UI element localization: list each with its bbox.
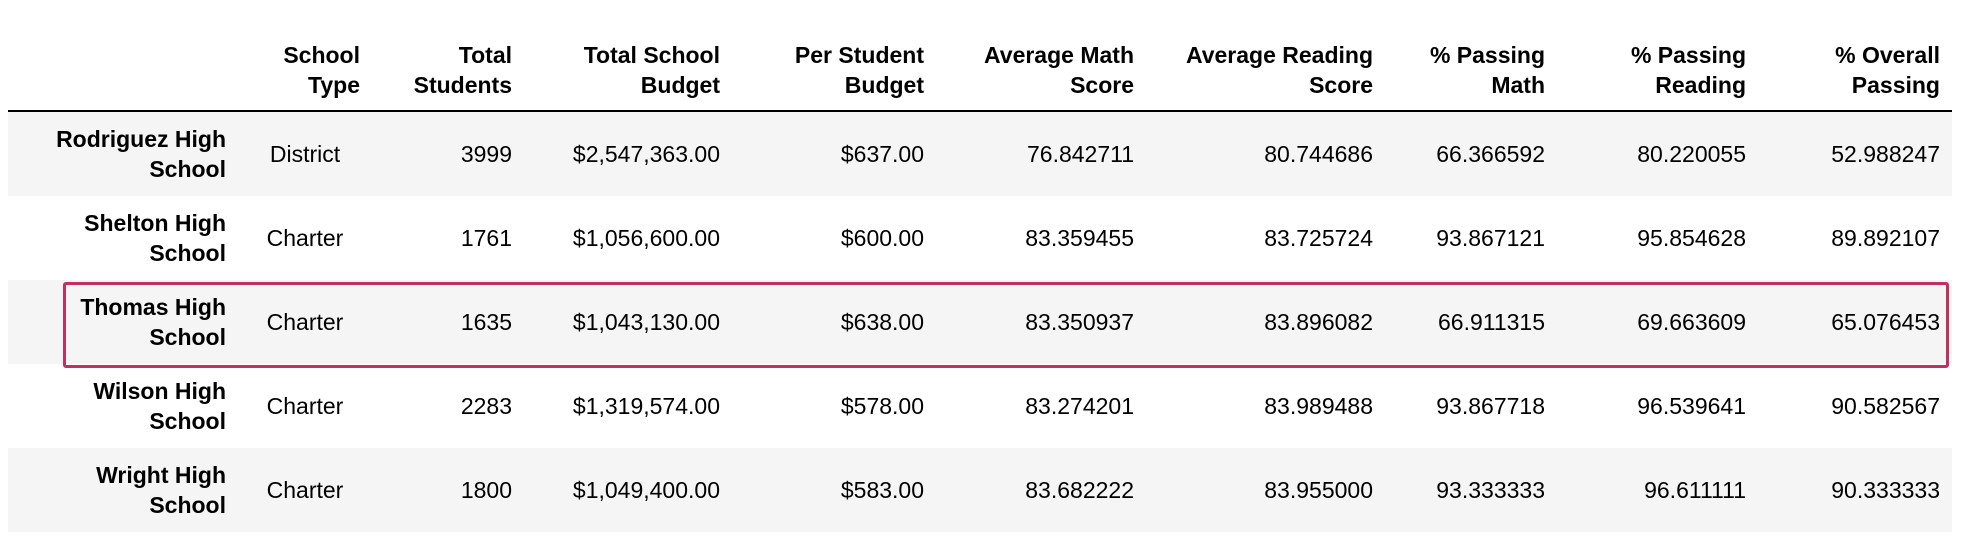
- cell-total-students: 1761: [460, 225, 512, 251]
- cell-avg-math: 83.359455: [1025, 225, 1134, 251]
- table-body: Rodriguez High School District 3999 $2,5…: [8, 111, 1952, 532]
- cell-total-students: 3999: [460, 141, 512, 167]
- header-average-math-score: Average Math Score: [936, 36, 1146, 112]
- cell-school-type: Charter: [266, 477, 344, 503]
- cell-total-budget: $1,319,574.00: [572, 393, 720, 419]
- table-row-highlighted: Thomas High School Charter 1635 $1,043,1…: [8, 280, 1952, 364]
- row-school-name: Wright High School: [96, 462, 226, 518]
- header-passing-reading: % Passing Reading: [1557, 36, 1758, 112]
- header-row: School Type Total Students Total School …: [8, 36, 1952, 112]
- table-row: Shelton High School Charter 1761 $1,056,…: [8, 196, 1952, 280]
- cell-per-student-budget: $638.00: [840, 309, 924, 335]
- table-row: Wilson High School Charter 2283 $1,319,5…: [8, 364, 1952, 448]
- cell-pct-math: 66.911315: [1437, 309, 1545, 335]
- header-total-school-budget: Total School Budget: [524, 36, 732, 112]
- table-row: Rodriguez High School District 3999 $2,5…: [8, 111, 1952, 196]
- table-row: Wright High School Charter 1800 $1,049,4…: [8, 448, 1952, 532]
- cell-total-students: 1635: [460, 309, 512, 335]
- header-index-blank: [8, 36, 238, 112]
- cell-school-type: Charter: [266, 309, 344, 335]
- cell-per-student-budget: $578.00: [840, 393, 924, 419]
- cell-avg-reading: 83.896082: [1264, 309, 1373, 335]
- row-school-name: Shelton High School: [84, 210, 226, 266]
- cell-pct-reading: 96.539641: [1637, 393, 1746, 419]
- cell-pct-reading: 80.220055: [1637, 141, 1746, 167]
- school-summary-table: School Type Total Students Total School …: [8, 36, 1952, 532]
- cell-per-student-budget: $583.00: [840, 477, 924, 503]
- cell-pct-math: 93.867121: [1436, 225, 1545, 251]
- cell-avg-reading: 83.955000: [1264, 477, 1373, 503]
- row-school-name: Thomas High School: [80, 294, 226, 350]
- header-overall-passing: % Overall Passing: [1758, 36, 1952, 112]
- header-school-type: School Type: [238, 36, 372, 112]
- header-average-reading-score: Average Reading Score: [1146, 36, 1385, 112]
- cell-pct-reading: 95.854628: [1637, 225, 1746, 251]
- cell-school-type: Charter: [266, 225, 344, 251]
- table-header: School Type Total Students Total School …: [8, 36, 1952, 112]
- dataframe-output: School Type Total Students Total School …: [8, 36, 1952, 532]
- cell-total-budget: $1,049,400.00: [572, 477, 720, 503]
- header-per-student-budget: Per Student Budget: [732, 36, 936, 112]
- cell-avg-reading: 83.725724: [1264, 225, 1373, 251]
- cell-pct-math: 93.333333: [1436, 477, 1545, 503]
- header-passing-math: % Passing Math: [1385, 36, 1557, 112]
- cell-pct-overall: 90.333333: [1831, 477, 1940, 503]
- cell-pct-math: 93.867718: [1436, 393, 1545, 419]
- cell-total-students: 1800: [460, 477, 512, 503]
- row-school-name: Rodriguez High School: [56, 126, 226, 182]
- row-school-name: Wilson High School: [93, 378, 226, 434]
- cell-per-student-budget: $637.00: [840, 141, 924, 167]
- cell-total-budget: $2,547,363.00: [572, 141, 720, 167]
- cell-pct-overall: 52.988247: [1831, 141, 1940, 167]
- cell-per-student-budget: $600.00: [840, 225, 924, 251]
- cell-school-type: District: [269, 141, 341, 167]
- cell-pct-overall: 65.076453: [1831, 309, 1940, 335]
- cell-total-budget: $1,056,600.00: [572, 225, 720, 251]
- header-total-students: Total Students: [372, 36, 524, 112]
- cell-pct-math: 66.366592: [1436, 141, 1545, 167]
- cell-avg-reading: 80.744686: [1264, 141, 1373, 167]
- cell-avg-math: 83.350937: [1025, 309, 1134, 335]
- cell-avg-math: 83.682222: [1025, 477, 1134, 503]
- cell-avg-math: 76.842711: [1026, 141, 1134, 167]
- cell-school-type: Charter: [266, 393, 344, 419]
- cell-pct-reading: 69.663609: [1637, 309, 1746, 335]
- cell-pct-overall: 89.892107: [1831, 225, 1940, 251]
- cell-total-students: 2283: [460, 393, 512, 419]
- cell-pct-reading: 96.611111: [1644, 477, 1746, 503]
- cell-avg-math: 83.274201: [1025, 393, 1134, 419]
- cell-pct-overall: 90.582567: [1831, 393, 1940, 419]
- cell-avg-reading: 83.989488: [1264, 393, 1373, 419]
- cell-total-budget: $1,043,130.00: [572, 309, 720, 335]
